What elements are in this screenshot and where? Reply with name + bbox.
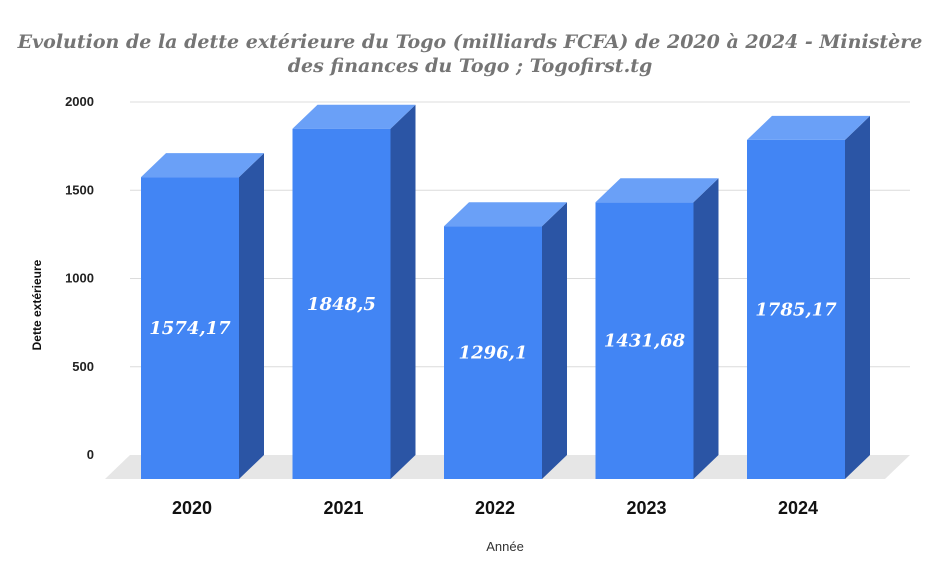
x-tick-label: 2021: [323, 498, 363, 518]
bar-top: [747, 115, 870, 140]
data-label: 1574,17: [149, 318, 231, 339]
bar-front: [444, 226, 542, 479]
data-label: 1848,5: [307, 294, 376, 315]
x-axis-ticks: 2020 2021 2022 2023 2024: [172, 498, 818, 518]
bar-2020: 1574,17: [141, 153, 264, 479]
bar-side: [239, 153, 264, 479]
bar-top: [595, 178, 719, 203]
bar-front: [747, 139, 845, 480]
data-label: 1296,1: [459, 343, 528, 364]
data-label: 1785,17: [755, 299, 837, 320]
bar-2022: 1296,1: [444, 202, 567, 480]
bar-side: [390, 104, 416, 480]
bar-2023: 1431,68: [595, 178, 719, 480]
y-tick-label: 2000: [65, 94, 94, 109]
bar-top: [141, 153, 264, 178]
bar-front: [595, 202, 694, 480]
x-tick-label: 2023: [626, 498, 666, 518]
chart-title: Evolution de la dette extérieure du Togo…: [0, 30, 940, 78]
bar-side: [845, 115, 870, 480]
bar-2021: 1848,5: [292, 104, 416, 480]
y-tick-label: 1000: [65, 271, 94, 286]
chart-title-line1: Evolution de la dette extérieure du Togo…: [17, 31, 923, 53]
y-tick-label: 1500: [65, 182, 94, 197]
bar-top: [444, 202, 567, 227]
y-tick-label: 500: [72, 359, 94, 374]
x-tick-label: 2024: [778, 498, 818, 518]
chart-title-line2: des finances du Togo ; Togofirst.tg: [287, 55, 653, 77]
bar-front: [141, 177, 239, 479]
bar-front: [292, 128, 391, 479]
x-tick-label: 2022: [475, 498, 515, 518]
data-label: 1431,68: [604, 331, 686, 352]
x-axis-label: Année: [486, 539, 524, 554]
y-axis-label: Dette extérieure: [30, 259, 44, 350]
bar-top: [292, 104, 416, 129]
y-axis-ticks: 0 500 1000 1500 2000: [65, 94, 94, 462]
bars: 1574,17 1848,5 1296,1 1431,68 1785,17: [141, 104, 870, 480]
y-tick-label: 0: [87, 447, 94, 462]
bar-2024: 1785,17: [747, 115, 870, 480]
bar-side: [693, 178, 719, 480]
bar-side: [542, 202, 567, 480]
x-tick-label: 2020: [172, 498, 212, 518]
